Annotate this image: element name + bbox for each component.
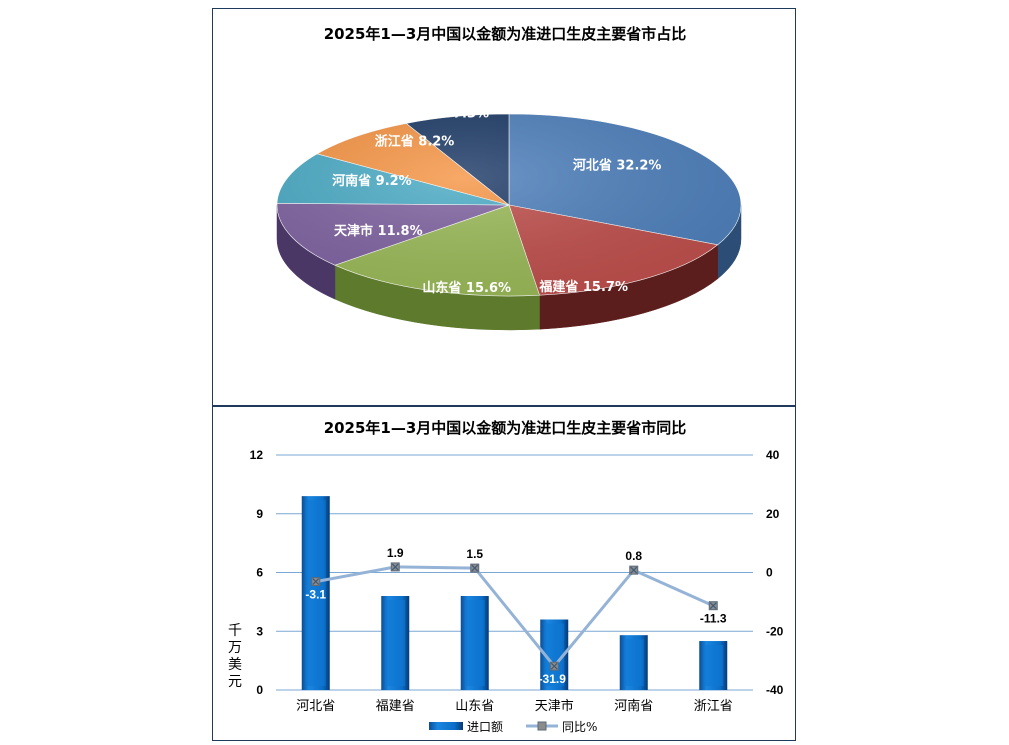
bar-chart-title: 2025年1—3月中国以金额为准进口生皮主要省市同比: [324, 419, 687, 437]
right-axis-tick: 20: [766, 507, 780, 521]
pie-chart-title: 2025年1—3月中国以金额为准进口生皮主要省市占比: [324, 25, 687, 43]
bar-face-1: [385, 600, 406, 686]
category-label-4: 河南省: [614, 698, 653, 714]
bar-face-0: [305, 500, 326, 686]
pie-label-6-value: 7.3%: [453, 107, 489, 122]
right-axis-tick: -40: [766, 683, 784, 697]
y-axis-label-char: 美: [228, 657, 242, 673]
yoy-label-4: 0.8: [625, 549, 642, 563]
y-axis-label-char: 元: [228, 674, 242, 690]
yoy-label-3: -31.9: [539, 672, 567, 686]
pie-label-5: 浙江省 8.2%: [375, 133, 455, 149]
pie-chart: 2025年1—3月中国以金额为准进口生皮主要省市占比 河北省 32.2% 福建省 …: [276, 25, 742, 331]
category-label-0: 河北省: [296, 699, 335, 714]
yoy-label-2: 1.5: [466, 547, 483, 561]
yoy-label-1: 1.9: [387, 546, 404, 560]
legend-line-label: 同比%: [562, 720, 597, 734]
legend-bar-swatch: [429, 722, 463, 730]
pie-chart-panel: 2025年1—3月中国以金额为准进口生皮主要省市占比 河北省 32.2% 福建省 …: [212, 8, 796, 406]
bar-face-4: [623, 639, 644, 686]
pie-label-2: 山东省 15.6%: [422, 280, 511, 296]
category-label-2: 山东省: [455, 699, 494, 714]
right-axis-tick: 0: [766, 566, 773, 580]
category-label-5: 浙江省: [694, 699, 733, 714]
bar-chart-panel: 2025年1—3月中国以金额为准进口生皮主要省市同比 0 3 6 9 12 -40 -20 0…: [212, 406, 796, 741]
pie-label-1: 福建省 15.7%: [538, 279, 628, 295]
left-axis-tick: 12: [250, 448, 264, 462]
y-axis-label-char: 千: [228, 623, 242, 639]
left-axis-tick: 0: [256, 683, 263, 697]
right-axis-tick: -20: [766, 624, 784, 638]
bar-face-5: [703, 645, 724, 686]
pie-label-3: 天津市 11.8%: [334, 223, 423, 239]
pie-label-6: 其他地区: [445, 88, 497, 104]
category-label-3: 天津市: [535, 698, 574, 714]
right-axis-tick: 40: [766, 448, 780, 462]
left-axis-tick: 3: [256, 624, 263, 638]
bar-face-2: [464, 600, 485, 686]
bar-face-3: [544, 623, 565, 686]
category-label-1: 福建省: [376, 699, 415, 714]
yoy-line: [315, 565, 714, 669]
y-axis-label-char: 万: [228, 640, 242, 656]
pie-label-0: 河北省 32.2%: [573, 157, 662, 173]
left-axis-tick: 9: [256, 507, 263, 521]
legend-bar-label: 进口额: [467, 720, 503, 734]
yoy-label-0: -3.1: [305, 588, 326, 602]
bar-chart: 2025年1—3月中国以金额为准进口生皮主要省市同比 0 3 6 9 12 -40 -20 0…: [228, 419, 784, 734]
yoy-label-5: -11.3: [700, 612, 727, 626]
gridlines: [276, 454, 753, 691]
pie-label-4: 河南省 9.2%: [332, 173, 412, 189]
legend: 进口额 同比%: [429, 720, 597, 734]
left-axis-tick: 6: [256, 566, 263, 580]
